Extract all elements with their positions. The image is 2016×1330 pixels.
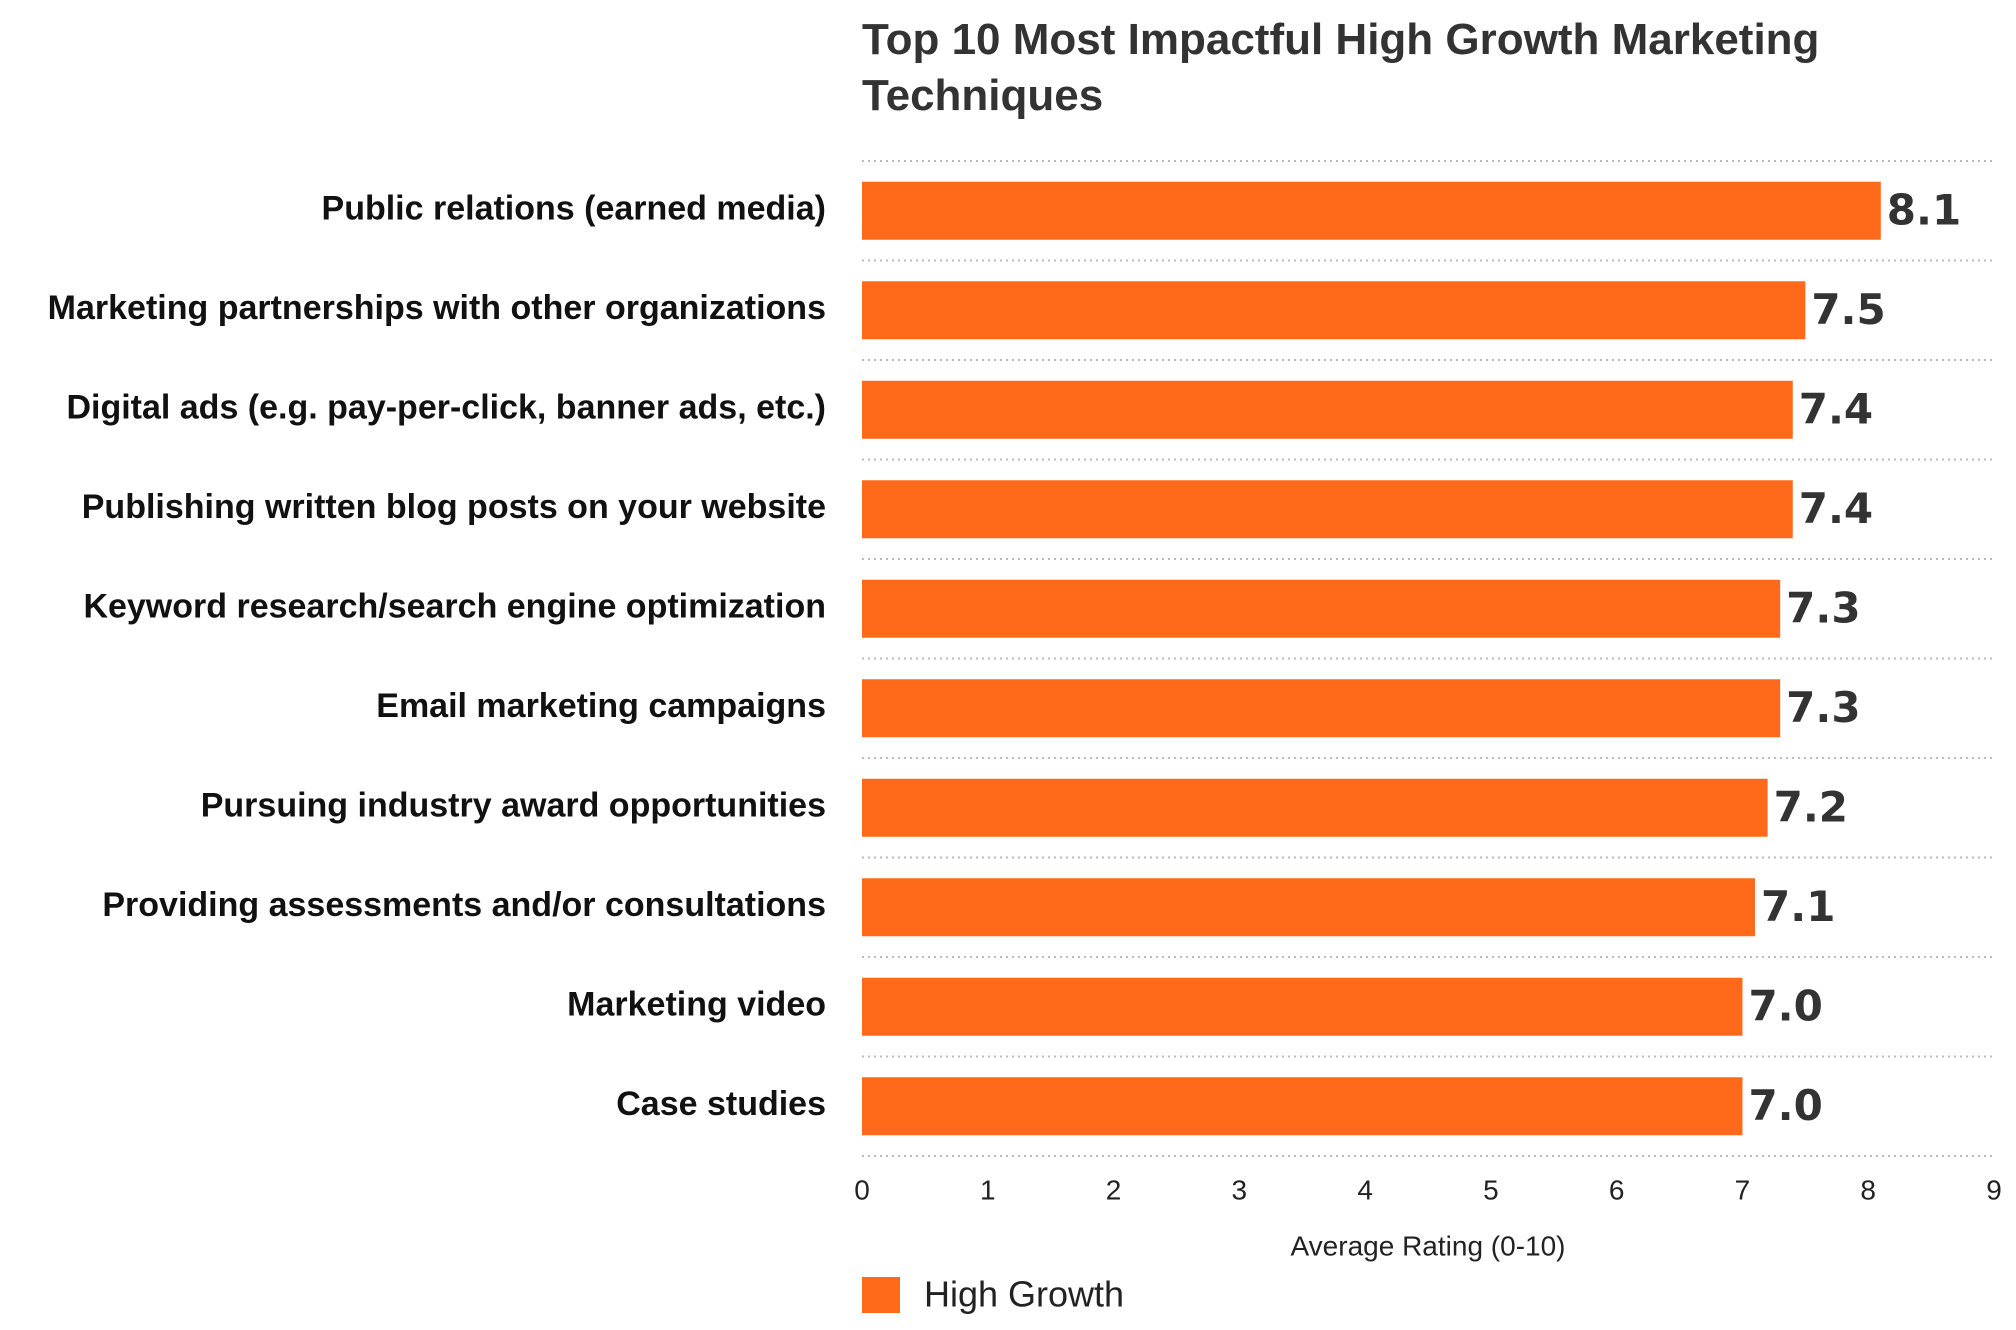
value-label: 7.0 [1748,1081,1822,1130]
category-label: Marketing partnerships with other organi… [48,289,826,327]
bar [862,977,1743,1036]
category-label: Marketing video [567,986,826,1024]
chart-title: Top 10 Most Impactful High Growth Market… [862,15,1820,120]
bar [862,778,1768,837]
value-label: 7.4 [1799,484,1873,533]
value-label: 7.2 [1774,782,1848,831]
bar [862,579,1781,638]
value-label: 8.1 [1887,185,1961,234]
category-label: Publishing written blog posts on your we… [82,488,826,526]
x-tick-label: 2 [1106,1174,1122,1205]
x-tick-label: 7 [1735,1174,1751,1205]
bar [862,480,1793,539]
category-label: Providing assessments and/or consultatio… [102,886,826,924]
legend-swatch [862,1277,900,1313]
bar [862,1077,1743,1136]
x-tick-label: 1 [980,1174,996,1205]
value-label: 7.3 [1786,683,1860,732]
x-tick-label: 9 [1986,1174,2002,1205]
x-tick-label: 6 [1609,1174,1625,1205]
category-label: Keyword research/search engine optimizat… [83,588,826,626]
value-label: 7.1 [1761,882,1835,931]
x-tick-label: 3 [1232,1174,1248,1205]
x-tick-label: 8 [1860,1174,1876,1205]
category-label: Digital ads (e.g. pay-per-click, banner … [66,389,826,427]
category-label: Public relations (earned media) [322,190,826,228]
x-tick-label: 4 [1357,1174,1373,1205]
category-label: Email marketing campaigns [376,687,826,725]
x-tick-label: 5 [1483,1174,1499,1205]
value-label: 7.4 [1799,384,1873,433]
value-label: 7.3 [1786,583,1860,632]
bar [862,878,1756,937]
value-label: 7.5 [1811,285,1885,334]
bar [862,281,1806,340]
category-label: Case studies [616,1085,826,1123]
x-axis-title: Average Rating (0-10) [1291,1230,1566,1261]
bar [862,380,1793,439]
category-label: Pursuing industry award opportunities [201,787,826,825]
bar [862,181,1881,240]
value-label: 7.0 [1748,981,1822,1030]
legend-label: High Growth [924,1274,1124,1315]
bar [862,679,1781,738]
x-tick-label: 0 [854,1174,870,1205]
